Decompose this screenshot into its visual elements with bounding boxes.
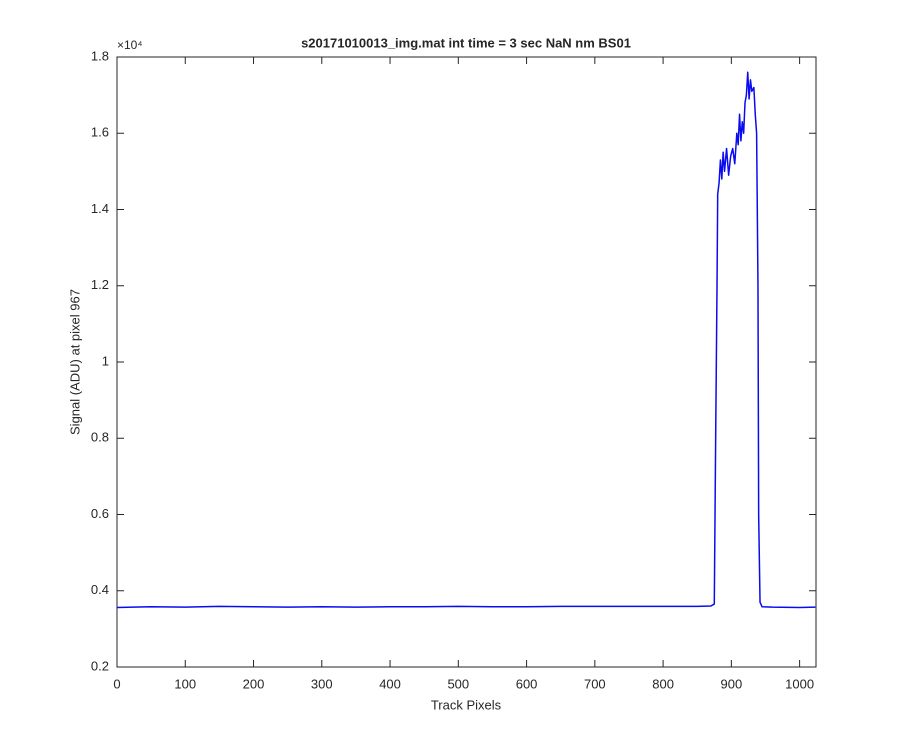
y-axis-label: Signal (ADU) at pixel 967 (67, 289, 82, 435)
y-tick-label: 0.6 (91, 506, 109, 521)
x-tick-label: 300 (311, 676, 333, 691)
x-tick-label: 400 (379, 676, 401, 691)
x-tick-label: 700 (584, 676, 606, 691)
y-tick-label: 1.8 (91, 48, 109, 63)
x-tick-label: 800 (652, 676, 674, 691)
x-tick-label: 1000 (785, 676, 814, 691)
y-exponent-label: ×10⁴ (117, 38, 143, 52)
x-axis-label: Track Pixels (431, 697, 502, 712)
data-line (116, 71, 816, 609)
y-tick-label: 1.2 (91, 277, 109, 292)
x-tick-label: 600 (516, 676, 538, 691)
y-tick-label: 0.8 (91, 430, 109, 445)
x-tick-label: 500 (447, 676, 469, 691)
y-tick-label: 0.2 (91, 658, 109, 673)
y-tick-label: 1.6 (91, 125, 109, 140)
x-tick-label: 100 (174, 676, 196, 691)
y-tick-label: 1.4 (91, 201, 109, 216)
x-tick-label: 200 (243, 676, 265, 691)
x-tick-label: 0 (113, 676, 120, 691)
y-tick-label: 0.4 (91, 582, 109, 597)
x-tick-label: 900 (721, 676, 743, 691)
plot-box (116, 56, 817, 668)
chart-title: s20171010013_img.mat int time = 3 sec Na… (301, 35, 631, 50)
y-tick-label: 1 (102, 353, 109, 368)
